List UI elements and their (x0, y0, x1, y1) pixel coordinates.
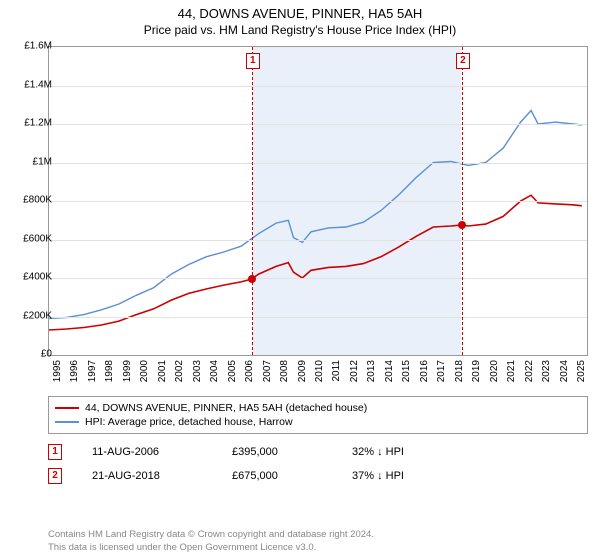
y-tick-label: £1.6M (24, 41, 52, 52)
legend: 44, DOWNS AVENUE, PINNER, HA5 5AH (detac… (48, 396, 588, 434)
x-tick-label: 2022 (524, 360, 535, 382)
x-tick-label: 2001 (157, 360, 168, 382)
sale-index: 1 (48, 444, 62, 460)
x-tick-label: 2020 (489, 360, 500, 382)
x-tick-label: 2010 (314, 360, 325, 382)
page-subtitle: Price paid vs. HM Land Registry's House … (0, 23, 600, 41)
footer-line-1: Contains HM Land Registry data © Crown c… (48, 529, 374, 541)
x-tick-label: 2016 (419, 360, 430, 382)
gridline-h (49, 278, 587, 279)
page-title: 44, DOWNS AVENUE, PINNER, HA5 5AH (0, 0, 600, 23)
sale-index: 2 (48, 468, 62, 484)
x-tick-label: 1995 (52, 360, 63, 382)
x-tick-label: 2021 (506, 360, 517, 382)
x-tick-label: 1997 (87, 360, 98, 382)
sales-table: 1 11-AUG-2006 £395,000 32% ↓ HPI 2 21-AUG-201… (48, 440, 442, 488)
x-tick-label: 2008 (279, 360, 290, 382)
plot-area: 12 (48, 46, 588, 356)
x-tick-label: 2014 (384, 360, 395, 382)
x-tick-label: 2003 (192, 360, 203, 382)
legend-row: 44, DOWNS AVENUE, PINNER, HA5 5AH (detac… (55, 401, 581, 415)
y-tick-label: £1.4M (24, 79, 52, 90)
gridline-h (49, 240, 587, 241)
legend-row: HPI: Average price, detached house, Harr… (55, 415, 581, 429)
sale-date: 11-AUG-2006 (92, 446, 202, 458)
x-tick-label: 2009 (297, 360, 308, 382)
legend-swatch (55, 421, 79, 423)
sale-pct: 32% ↓ HPI (352, 446, 442, 458)
x-tick-label: 1996 (69, 360, 80, 382)
y-tick-label: £1.2M (24, 118, 52, 129)
x-tick-label: 1998 (104, 360, 115, 382)
legend-label: 44, DOWNS AVENUE, PINNER, HA5 5AH (detac… (85, 402, 367, 414)
gridline-h (49, 317, 587, 318)
y-tick-label: £600K (23, 233, 52, 244)
x-tick-label: 2012 (349, 360, 360, 382)
x-tick-label: 2002 (174, 360, 185, 382)
x-tick-label: 2018 (454, 360, 465, 382)
footer-line-2: This data is licensed under the Open Gov… (48, 542, 374, 554)
x-tick-label: 2013 (366, 360, 377, 382)
legend-label: HPI: Average price, detached house, Harr… (85, 416, 293, 428)
x-tick-label: 2025 (576, 360, 587, 382)
sale-row: 1 11-AUG-2006 £395,000 32% ↓ HPI (48, 440, 442, 464)
x-tick-label: 2011 (331, 360, 342, 382)
x-tick-label: 2006 (244, 360, 255, 382)
gridline-h (49, 163, 587, 164)
x-tick-label: 2019 (471, 360, 482, 382)
series-price_paid (49, 195, 582, 330)
sale-pct: 37% ↓ HPI (352, 470, 442, 482)
x-tick-label: 2024 (559, 360, 570, 382)
gridline-h (49, 86, 587, 87)
x-tick-label: 2015 (401, 360, 412, 382)
y-tick-label: £200K (23, 310, 52, 321)
event-marker-box: 2 (456, 53, 470, 69)
y-tick-label: £800K (23, 195, 52, 206)
x-tick-label: 1999 (122, 360, 133, 382)
x-tick-label: 2017 (436, 360, 447, 382)
x-tick-label: 2000 (139, 360, 150, 382)
x-tick-label: 2007 (262, 360, 273, 382)
y-tick-label: £1M (33, 156, 52, 167)
gridline-h (49, 124, 587, 125)
sale-date: 21-AUG-2018 (92, 470, 202, 482)
y-tick-label: £400K (23, 272, 52, 283)
event-dot (248, 275, 256, 283)
series-hpi (49, 111, 582, 319)
x-tick-label: 2005 (227, 360, 238, 382)
sale-price: £675,000 (232, 470, 322, 482)
sale-row: 2 21-AUG-2018 £675,000 37% ↓ HPI (48, 464, 442, 488)
y-tick-label: £0 (41, 349, 52, 360)
event-marker-box: 1 (246, 53, 260, 69)
event-dot (458, 221, 466, 229)
footer-text: Contains HM Land Registry data © Crown c… (48, 529, 374, 554)
legend-swatch (55, 407, 79, 409)
chart-container: 44, DOWNS AVENUE, PINNER, HA5 5AH Price … (0, 0, 600, 560)
event-line (462, 47, 463, 355)
x-tick-label: 2023 (541, 360, 552, 382)
event-line (252, 47, 253, 355)
x-tick-label: 2004 (209, 360, 220, 382)
sale-price: £395,000 (232, 446, 322, 458)
gridline-h (49, 201, 587, 202)
